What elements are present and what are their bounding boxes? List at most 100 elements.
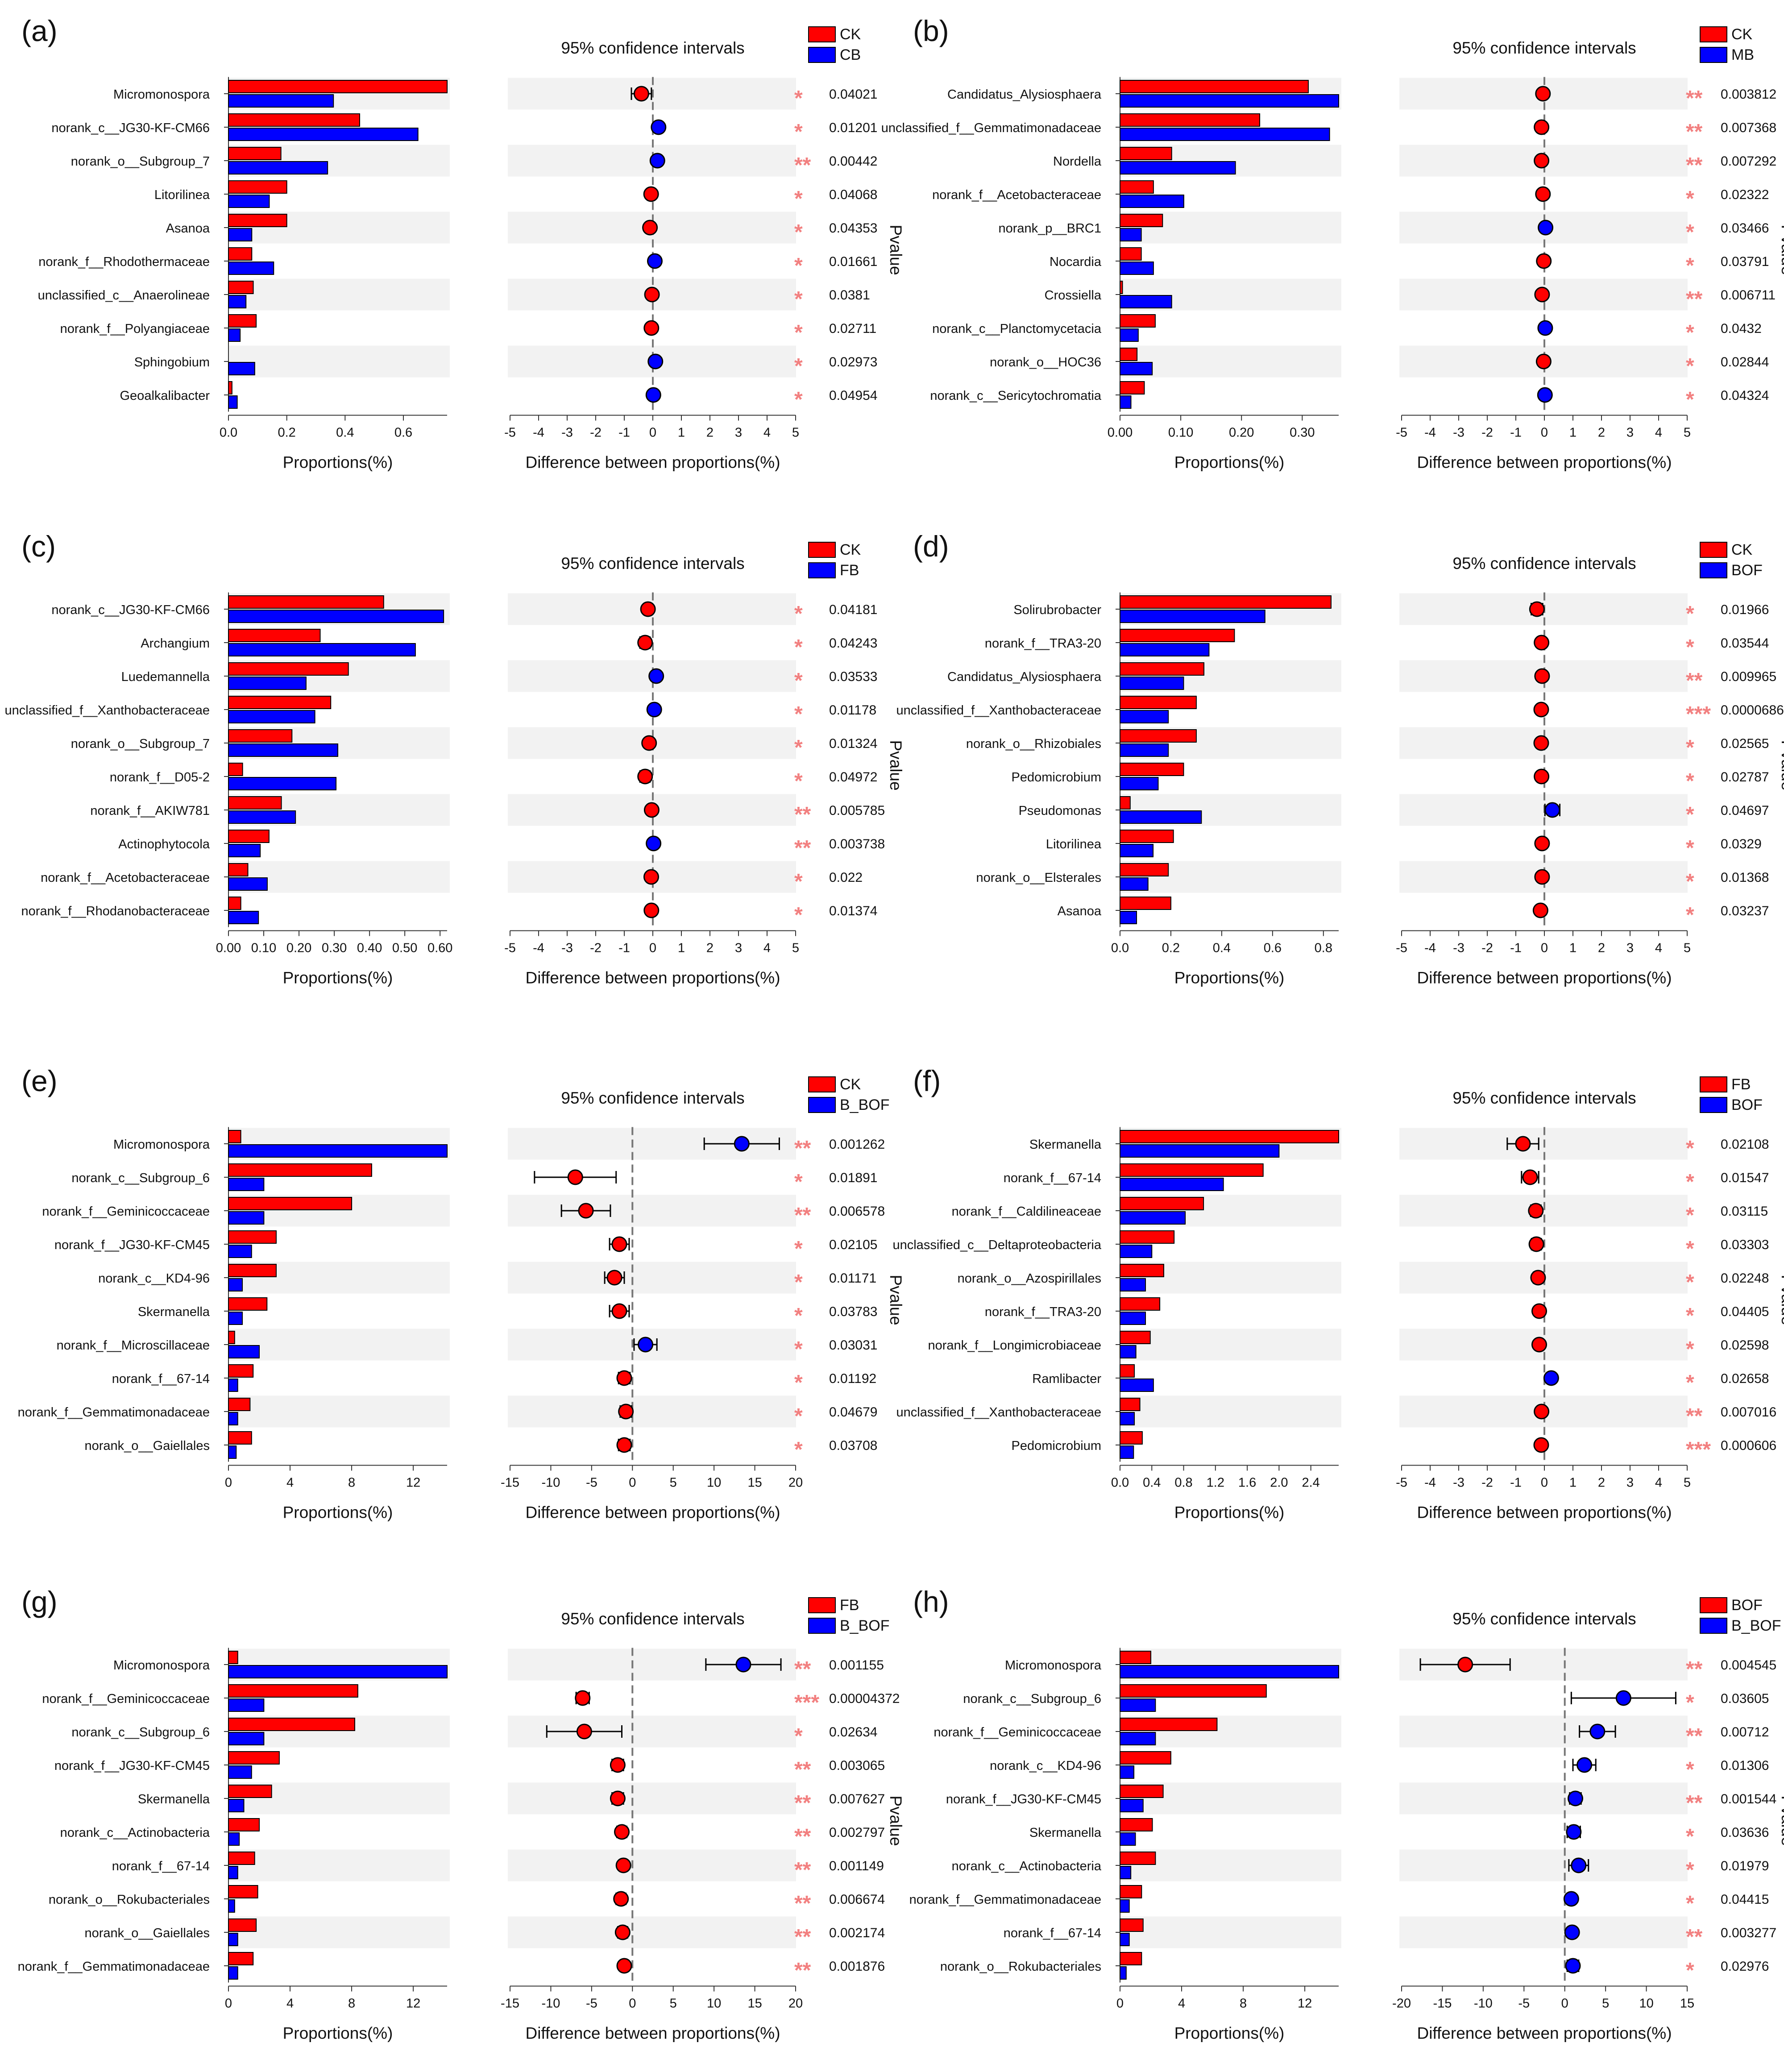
significance-stars: * xyxy=(1686,836,1694,860)
significance-stars: * xyxy=(1686,803,1694,826)
bar-CK xyxy=(1120,897,1171,910)
bar-B_BOF xyxy=(228,1144,448,1158)
significance-stars: * xyxy=(1686,1959,1694,1982)
ci-point xyxy=(616,1437,632,1453)
p-value: 0.03783 xyxy=(829,1304,877,1319)
bar-BOF xyxy=(1120,1178,1224,1191)
legend-label: CK xyxy=(1731,26,1753,43)
significance-stars: ** xyxy=(794,1657,811,1681)
bar-B_BOF xyxy=(228,1178,265,1191)
ci-tick-label: 1 xyxy=(1569,426,1577,440)
ci-x-label: Difference between proportions(%) xyxy=(1417,969,1672,987)
bar-MB xyxy=(1120,161,1236,174)
significance-stars: ** xyxy=(794,1825,811,1848)
p-value: 0.02634 xyxy=(829,1725,877,1740)
ci-tick-label: 15 xyxy=(747,1476,762,1490)
bar-CK xyxy=(1120,214,1163,227)
ci-x-label: Difference between proportions(%) xyxy=(525,2024,780,2043)
ci-tick-label: 3 xyxy=(1626,426,1634,440)
x-tick-label: 0.4 xyxy=(1213,941,1231,955)
ci-tick-label: 5 xyxy=(1684,1476,1691,1490)
taxon-label: norank_f__Rhodothermaceae xyxy=(38,255,210,269)
significance-stars: ** xyxy=(794,1892,811,1915)
ci-tick-label: 3 xyxy=(735,941,742,955)
x-tick-label: 0.4 xyxy=(1143,1476,1161,1490)
bar-CK xyxy=(228,1264,277,1277)
ci-x-label: Difference between proportions(%) xyxy=(525,969,780,987)
p-value: 0.04021 xyxy=(829,87,877,102)
bar-BOF xyxy=(1120,610,1265,623)
bar-FB xyxy=(1120,1398,1141,1411)
bar-FB xyxy=(228,677,307,690)
taxon-label: Micromonospora xyxy=(113,87,210,102)
significance-stars: * xyxy=(794,1237,803,1261)
taxon-label: norank_o__Azospirillales xyxy=(958,1271,1101,1286)
legend-label: BOF xyxy=(1731,1096,1763,1113)
taxon-label: unclassified_f__Gemmatimonadaceae xyxy=(881,121,1101,135)
significance-stars: * xyxy=(794,769,803,793)
ci-point xyxy=(1535,186,1551,202)
row-stripe xyxy=(508,1262,796,1294)
taxon-label: norank_f__Gemmatimonadaceae xyxy=(18,1405,210,1420)
row-stripe xyxy=(1120,345,1341,378)
p-value: 0.04405 xyxy=(1721,1304,1769,1319)
ci-tick-label: -5 xyxy=(504,426,516,440)
ci-point xyxy=(1533,1437,1549,1453)
p-value: 0.03544 xyxy=(1721,636,1769,651)
x-tick-label: 8 xyxy=(1240,1997,1247,2011)
ci-tick-label: 2 xyxy=(1598,941,1605,955)
bar-CK xyxy=(228,314,257,328)
row-stripe xyxy=(508,1849,796,1881)
bar-BOF xyxy=(1120,1785,1164,1798)
bar-MB xyxy=(1120,328,1139,342)
ci-title: 95% confidence intervals xyxy=(561,1610,744,1628)
ci-title: 95% confidence intervals xyxy=(1452,554,1636,573)
p-value: 0.01324 xyxy=(829,736,877,751)
ci-tick-label: 15 xyxy=(1680,1997,1694,2011)
ci-tick-label: -5 xyxy=(504,941,516,955)
bar-BOF xyxy=(1120,1718,1218,1731)
taxon-label: norank_f__Longimicrobiaceae xyxy=(928,1338,1101,1353)
legend-swatch xyxy=(808,1597,836,1613)
p-value: 0.01171 xyxy=(829,1271,876,1286)
bar-CK xyxy=(1120,281,1123,294)
p-value: 0.02973 xyxy=(829,355,877,370)
legend-label: CB xyxy=(840,46,861,63)
bar-CK xyxy=(228,281,254,294)
bar-MB xyxy=(1120,362,1153,375)
ci-point xyxy=(1563,1891,1579,1907)
ci-tick-label: 20 xyxy=(788,1476,803,1490)
bar-B_BOF xyxy=(228,1832,240,1846)
bar-FB xyxy=(228,743,338,757)
significance-stars: *** xyxy=(1686,702,1711,726)
ci-tick-label: -3 xyxy=(1453,426,1465,440)
bar-MB xyxy=(1120,262,1154,275)
bar-CK xyxy=(228,629,321,642)
taxon-label: Nordella xyxy=(1053,154,1102,169)
taxon-label: Skermanella xyxy=(138,1305,210,1319)
p-value: 0.03031 xyxy=(829,1338,877,1353)
ci-point xyxy=(1577,1757,1593,1773)
row-stripe xyxy=(228,278,450,311)
ci-tick-label: 0 xyxy=(1561,1997,1568,2011)
bar-FB xyxy=(228,1785,272,1798)
p-value: 0.00442 xyxy=(829,154,877,169)
x-tick-label: 0 xyxy=(1116,1997,1124,2011)
bar-B_BOF xyxy=(1120,1665,1339,1678)
ci-point xyxy=(646,702,662,718)
ci-tick-label: 20 xyxy=(788,1997,803,2011)
x-tick-label: 4 xyxy=(1178,1997,1185,2011)
ci-title: 95% confidence intervals xyxy=(561,554,744,573)
significance-stars: * xyxy=(794,1371,803,1395)
significance-stars: * xyxy=(1686,1892,1694,1915)
p-value: 0.01966 xyxy=(1721,602,1769,617)
bar-CK xyxy=(1120,763,1184,776)
significance-stars: * xyxy=(794,602,803,626)
p-value: 0.01547 xyxy=(1721,1171,1769,1185)
bar-B_BOF xyxy=(228,1278,243,1291)
bar-CK xyxy=(228,1364,254,1378)
ci-point xyxy=(1536,253,1552,269)
bar-MB xyxy=(1120,295,1172,308)
ci-point xyxy=(648,668,664,684)
ci-tick-label: 5 xyxy=(670,1476,677,1490)
